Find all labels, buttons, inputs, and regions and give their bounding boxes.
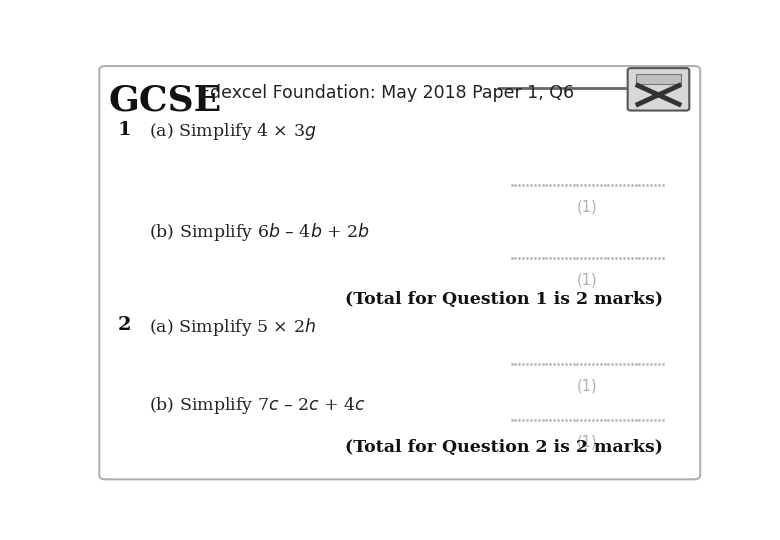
Text: (1): (1) [577,273,597,288]
Text: (Total for Question 1 is 2 marks): (Total for Question 1 is 2 marks) [345,292,663,308]
FancyBboxPatch shape [628,68,690,111]
Text: (b) Simplify 6$b$ – 4$b$ + 2$b$: (b) Simplify 6$b$ – 4$b$ + 2$b$ [149,221,370,242]
Text: Edexcel Foundation: May 2018 Paper 1, Q6: Edexcel Foundation: May 2018 Paper 1, Q6 [199,84,574,102]
Text: GCSE: GCSE [108,84,222,118]
FancyBboxPatch shape [636,74,682,84]
Text: (a) Simplify 5 × 2$h$: (a) Simplify 5 × 2$h$ [149,316,316,339]
Text: (b) Simplify 7$c$ – 2$c$ + 4$c$: (b) Simplify 7$c$ – 2$c$ + 4$c$ [149,395,366,416]
Text: 1: 1 [118,121,132,139]
Text: 2: 2 [118,316,132,334]
Text: (Total for Question 2 is 2 marks): (Total for Question 2 is 2 marks) [345,439,663,456]
Text: (1): (1) [577,435,597,450]
Text: (1): (1) [577,379,597,394]
Text: (1): (1) [577,200,597,215]
FancyBboxPatch shape [99,66,700,480]
Text: (a) Simplify 4 × 3$g$: (a) Simplify 4 × 3$g$ [149,121,317,142]
